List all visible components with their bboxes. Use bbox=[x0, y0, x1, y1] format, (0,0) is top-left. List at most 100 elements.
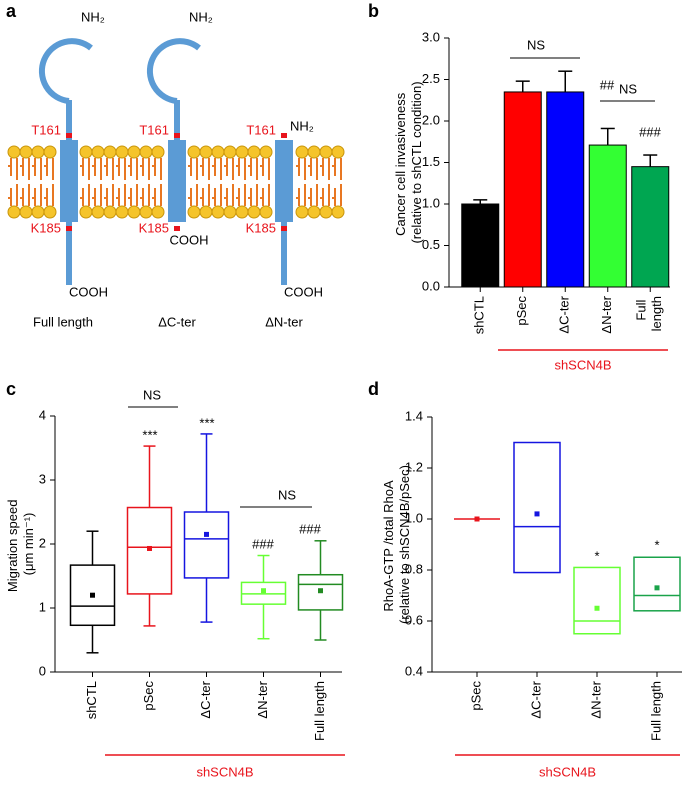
y-tick-label: 0.4 bbox=[405, 663, 423, 678]
lipid-tail bbox=[92, 184, 102, 206]
lipid-tail bbox=[224, 158, 234, 180]
bar bbox=[546, 91, 585, 288]
lipid-head bbox=[307, 205, 321, 219]
lipid-tail bbox=[224, 184, 234, 206]
annotation: *** bbox=[142, 427, 157, 442]
lipid-tail bbox=[128, 184, 138, 206]
lipid-tail bbox=[80, 184, 90, 206]
x-tick-label: Full length bbox=[634, 296, 665, 331]
mean bbox=[204, 531, 209, 537]
mean bbox=[90, 592, 95, 598]
x-tick-label: ΔC-ter bbox=[528, 680, 543, 718]
cooh-label: COOH bbox=[170, 232, 209, 247]
cooh-label: COOH bbox=[69, 284, 108, 299]
transmembrane-helix bbox=[275, 140, 293, 222]
lipid-head bbox=[295, 145, 309, 159]
y-tick-label: 3 bbox=[39, 471, 46, 486]
mean bbox=[147, 545, 152, 551]
lipid-head bbox=[139, 145, 153, 159]
lipid-head bbox=[235, 205, 249, 219]
lipid-tail bbox=[332, 184, 342, 206]
lipid-tail bbox=[8, 158, 18, 180]
y-tick-label: 0.0 bbox=[422, 278, 440, 293]
site-marker bbox=[281, 226, 287, 231]
lipid-tail bbox=[188, 158, 198, 180]
lipid-head bbox=[295, 205, 309, 219]
lipid-tail bbox=[152, 184, 162, 206]
lipid-head bbox=[79, 205, 93, 219]
lipid-head bbox=[31, 205, 45, 219]
lipid-head bbox=[319, 145, 333, 159]
lipid-head bbox=[43, 205, 57, 219]
lipid-head bbox=[331, 205, 345, 219]
lipid-tail bbox=[320, 158, 330, 180]
lipid-head bbox=[19, 145, 33, 159]
construct-label: Full length bbox=[33, 314, 93, 329]
annotation: * bbox=[654, 537, 659, 552]
annotation: NS bbox=[527, 37, 545, 52]
mean bbox=[261, 588, 266, 594]
lipid-tail bbox=[44, 158, 54, 180]
group-label: shSCN4B bbox=[554, 357, 611, 372]
construct-label: ΔN-ter bbox=[265, 314, 303, 329]
annotation: *** bbox=[199, 415, 214, 430]
mean bbox=[534, 511, 540, 517]
lipid-tail bbox=[260, 184, 270, 206]
y-tick-label: 0 bbox=[39, 663, 46, 678]
site-label: T161 bbox=[139, 122, 169, 137]
construct-label: ΔC-ter bbox=[158, 314, 196, 329]
x-tick-label: ΔC-ter bbox=[557, 295, 572, 333]
x-tick-label: ΔC-ter bbox=[198, 680, 213, 718]
y-tick-label: 1 bbox=[39, 599, 46, 614]
lipid-head bbox=[331, 145, 345, 159]
panel-label: d bbox=[368, 379, 379, 399]
transmembrane-helix bbox=[60, 140, 78, 222]
lipid-head bbox=[199, 205, 213, 219]
lipid-tail bbox=[92, 158, 102, 180]
box bbox=[183, 511, 230, 579]
x-tick-label: Full length bbox=[312, 681, 327, 741]
lipid-tail bbox=[260, 158, 270, 180]
lipid-head bbox=[307, 145, 321, 159]
x-tick-label: pSec bbox=[514, 296, 529, 326]
bar bbox=[588, 144, 627, 288]
lipid-tail bbox=[20, 158, 30, 180]
lipid-tail bbox=[116, 158, 126, 180]
lipid-head bbox=[259, 145, 273, 159]
lipid-head bbox=[91, 205, 105, 219]
y-axis-label: RhoA-GTP /total RhoA (relative to shSCN4… bbox=[382, 465, 413, 624]
lipid-head bbox=[199, 145, 213, 159]
y-tick-label: 0.6 bbox=[405, 612, 423, 627]
box bbox=[573, 566, 621, 635]
site-label: K185 bbox=[139, 220, 169, 235]
panel-label: a bbox=[6, 1, 17, 21]
transmembrane-helix bbox=[168, 140, 186, 222]
x-tick-label: ΔN-ter bbox=[599, 295, 614, 333]
group-label: shSCN4B bbox=[539, 764, 596, 779]
site-label: K185 bbox=[246, 220, 276, 235]
site-marker bbox=[66, 133, 72, 138]
lipid-tail bbox=[296, 158, 306, 180]
lipid-tail bbox=[20, 184, 30, 206]
lipid-tail bbox=[104, 184, 114, 206]
y-tick-label: 2.5 bbox=[422, 71, 440, 86]
lipid-tail bbox=[200, 184, 210, 206]
x-tick-label: shCTL bbox=[84, 681, 99, 719]
lipid-head bbox=[187, 145, 201, 159]
lipid-tail bbox=[212, 184, 222, 206]
mean bbox=[594, 605, 600, 611]
lipid-head bbox=[139, 205, 153, 219]
nh2-label: NH₂ bbox=[81, 9, 105, 24]
lipid-head bbox=[79, 145, 93, 159]
group-label: shSCN4B bbox=[196, 764, 253, 779]
lipid-head bbox=[43, 145, 57, 159]
y-axis-label: Cancer cell invasiveness (relative to sh… bbox=[394, 81, 425, 243]
lipid-head bbox=[187, 205, 201, 219]
annotation: NS bbox=[278, 487, 296, 502]
y-tick-label: 3.0 bbox=[422, 29, 440, 44]
lipid-tail bbox=[308, 184, 318, 206]
site-label: K185 bbox=[31, 220, 61, 235]
x-tick-label: Full length bbox=[648, 681, 663, 741]
lipid-head bbox=[223, 205, 237, 219]
box bbox=[297, 573, 344, 611]
